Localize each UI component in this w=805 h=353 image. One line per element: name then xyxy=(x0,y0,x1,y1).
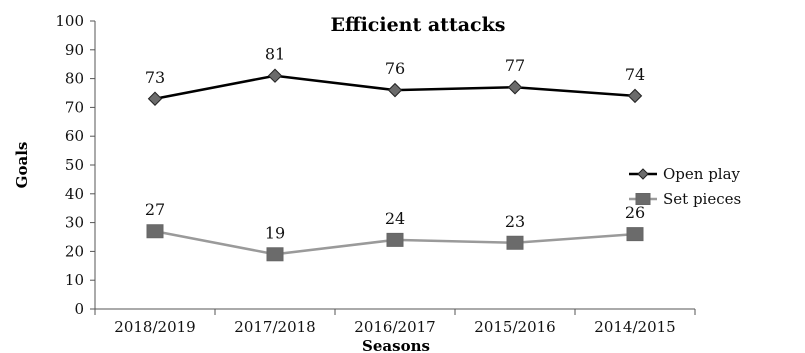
series-layer: 73 81 76 77 74 27 19 24 23 26 xyxy=(145,45,645,262)
data-point xyxy=(267,68,283,83)
x-tick-label: 2018/2019 xyxy=(114,318,195,336)
data-label: 76 xyxy=(385,59,405,78)
y-tick-label: 20 xyxy=(65,242,84,260)
data-label: 23 xyxy=(505,212,525,231)
y-tick-label: 100 xyxy=(55,12,84,30)
data-point xyxy=(146,224,164,239)
data-point xyxy=(506,235,524,250)
legend-item-set-pieces: Set pieces xyxy=(629,190,741,208)
data-label: 81 xyxy=(265,45,285,64)
x-axis: 2018/2019 2017/2018 2016/2017 2015/2016 2014… xyxy=(94,308,696,336)
data-point xyxy=(386,232,404,247)
y-axis: 0 10 20 30 40 50 60 70 80 90 100 xyxy=(55,12,96,318)
data-point xyxy=(147,91,163,106)
data-point xyxy=(266,247,284,262)
y-tick-label: 30 xyxy=(65,214,84,232)
data-label: 73 xyxy=(145,68,165,87)
y-tick-label: 90 xyxy=(65,41,84,59)
y-tick-label: 70 xyxy=(65,98,84,116)
data-point xyxy=(387,82,403,98)
chart-title: Efficient attacks xyxy=(331,14,506,36)
legend-item-open-play: Open play xyxy=(629,165,741,183)
x-tick-label: 2014/2015 xyxy=(594,318,675,336)
legend-marker xyxy=(635,193,651,205)
data-label: 74 xyxy=(625,65,645,84)
legend-marker xyxy=(637,168,649,180)
y-tick-label: 50 xyxy=(65,156,84,174)
data-label: 27 xyxy=(145,200,165,219)
legend-label: Set pieces xyxy=(663,190,741,208)
data-point xyxy=(507,80,523,95)
y-tick-label: 40 xyxy=(65,185,84,203)
x-tick-label: 2015/2016 xyxy=(474,318,555,336)
data-label: 26 xyxy=(625,203,645,222)
x-tick-label: 2016/2017 xyxy=(354,318,435,336)
data-label: 19 xyxy=(265,223,285,242)
series-set-pieces: 27 19 24 23 26 xyxy=(145,200,645,262)
legend-label: Open play xyxy=(663,165,741,183)
data-label: 24 xyxy=(385,209,405,228)
series-open-play: 73 81 76 77 74 xyxy=(145,45,645,106)
x-tick-label: 2017/2018 xyxy=(234,318,315,336)
legend: Open play Set pieces xyxy=(629,165,741,208)
y-tick-label: 0 xyxy=(74,300,84,318)
y-tick-label: 80 xyxy=(65,70,84,88)
data-point xyxy=(627,88,643,104)
y-tick-label: 60 xyxy=(65,127,84,145)
x-axis-title: Seasons xyxy=(362,337,430,353)
data-point xyxy=(626,227,644,242)
data-label: 77 xyxy=(505,56,525,75)
y-axis-title: Goals xyxy=(13,142,31,189)
y-tick-label: 10 xyxy=(65,271,84,289)
